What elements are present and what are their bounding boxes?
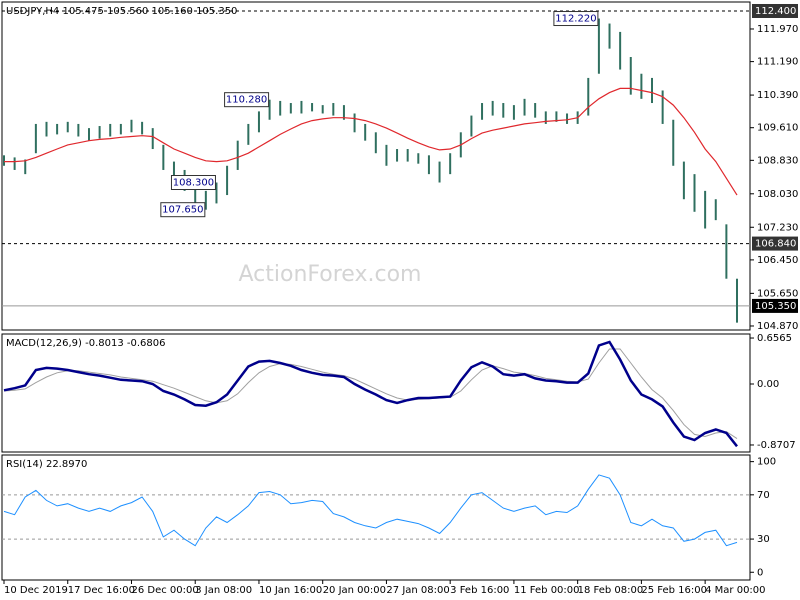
x-tick-label: 20 Jan 00:00 (323, 585, 386, 596)
x-tick-label: 10 Jan 16:00 (259, 585, 322, 596)
x-tick-label: 26 Dec 00:00 (131, 585, 198, 596)
level-label-box (752, 236, 798, 251)
moving-average (4, 87, 738, 196)
y-tick-label: 109.610 (757, 123, 798, 134)
y-tick-label: 70 (757, 490, 770, 501)
annotation-label: 108.300 (173, 178, 214, 189)
level-label: 105.350 (755, 301, 796, 312)
annotation-box (160, 202, 206, 218)
y-tick-label: 111.970 (757, 24, 798, 35)
series-line (3, 348, 738, 440)
rsi-panel (1, 454, 751, 581)
y-tick-label: -0.8707 (757, 440, 796, 451)
x-tick-label: 27 Jan 08:00 (386, 585, 449, 596)
y-tick-label: 0 (757, 567, 763, 578)
price-panel (1, 1, 751, 331)
y-tick-label: 111.190 (757, 57, 798, 68)
x-tick-label: 10 Dec 2019 (4, 585, 68, 596)
panel-title: MACD(12,26,9) -0.8013 -0.6806 (6, 338, 166, 349)
y-tick-label: 0.6565 (757, 333, 792, 344)
x-tick-label: 11 Feb 00:00 (514, 585, 580, 596)
x-tick-label: 3 Jan 08:00 (195, 585, 252, 596)
macd-panel (1, 333, 751, 453)
annotation-box (553, 11, 599, 27)
y-tick-label: 107.230 (757, 222, 798, 233)
level-label: 106.840 (755, 239, 796, 250)
y-tick-label: 30 (757, 534, 770, 545)
x-tick-label: 3 Feb 16:00 (450, 585, 509, 596)
y-tick-label: 108.030 (757, 189, 798, 200)
y-tick-label: 100 (757, 457, 776, 468)
y-tick-label: 104.870 (757, 321, 798, 332)
x-tick-label: 17 Dec 16:00 (68, 585, 135, 596)
annotation-label: 112.220 (555, 14, 596, 25)
panel-title: RSI(14) 22.8970 (6, 459, 87, 470)
level-label-box (752, 298, 798, 313)
level-label: 112.400 (755, 6, 796, 17)
annotation-box (224, 92, 270, 108)
x-tick-label: 18 Feb 08:00 (578, 585, 644, 596)
annotation-label: 110.280 (226, 95, 267, 106)
series-line (3, 474, 738, 547)
annotation-label: 107.650 (162, 205, 203, 216)
x-tick-label: 4 Mar 00:00 (705, 585, 765, 596)
panel-title: USDJPY,H4 105.475 105.560 105.160 105.35… (6, 6, 237, 17)
level-label-box (752, 3, 798, 18)
y-tick-label: 108.830 (757, 155, 798, 166)
x-tick-label: 25 Feb 16:00 (641, 585, 707, 596)
y-tick-label: 105.650 (757, 288, 798, 299)
y-tick-label: 106.450 (757, 255, 798, 266)
watermark: ActionForex.com (239, 262, 422, 287)
annotation-box (170, 175, 216, 191)
series-line (3, 340, 738, 448)
y-tick-label: 110.390 (757, 90, 798, 101)
y-tick-label: 0.00 (757, 379, 779, 390)
